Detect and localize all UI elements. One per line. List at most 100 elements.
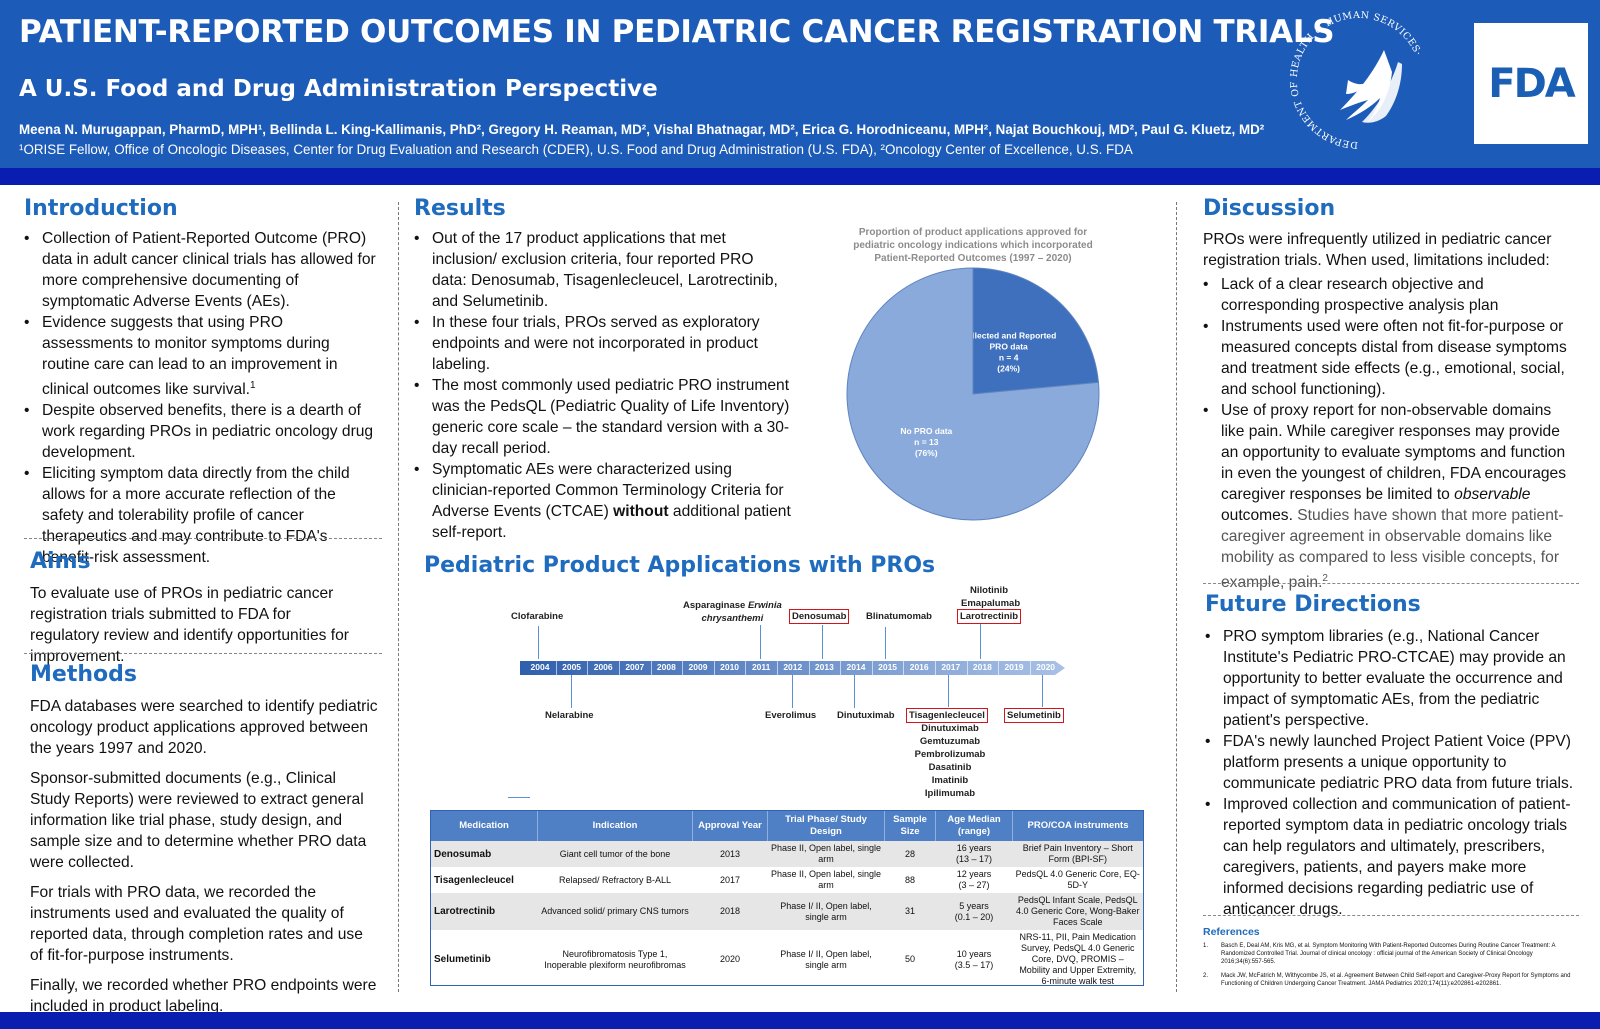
table-cell: 16 years (13 – 17) bbox=[935, 841, 1013, 867]
timeline-year: 2020 bbox=[1036, 662, 1056, 672]
table-cell: 2020 bbox=[719, 954, 741, 964]
timeline-year: 2009 bbox=[688, 662, 708, 672]
connector-larotrectinib bbox=[980, 624, 981, 659]
table-cell: Denosumab bbox=[431, 841, 538, 867]
table-cell: 2013 bbox=[692, 841, 768, 867]
methods-paragraph: Finally, we recorded whether PRO endpoin… bbox=[30, 977, 377, 1015]
connector-everolimus bbox=[792, 675, 793, 708]
timeline-year: 2005 bbox=[562, 662, 582, 672]
timeline-year: 2018 bbox=[972, 662, 992, 672]
timeline-year-divider bbox=[682, 661, 684, 675]
table-cell: Giant cell tumor of the bone bbox=[537, 841, 693, 867]
table-cell: NRS-11, PII, Pain Medication Survey, Ped… bbox=[1019, 932, 1137, 986]
intro-bullet: Eliciting symptom data directly from the… bbox=[24, 463, 376, 568]
connector-asparaginase bbox=[760, 625, 761, 659]
pie-slice bbox=[846, 267, 1100, 521]
introduction-heading: Introduction bbox=[24, 196, 178, 221]
timeline-year: 2006 bbox=[593, 662, 613, 672]
divider bbox=[24, 653, 382, 654]
timeline-year: 2007 bbox=[625, 662, 645, 672]
column-divider bbox=[1176, 202, 1177, 992]
methods-paragraph: Sponsor-submitted documents (e.g., Clini… bbox=[30, 770, 367, 871]
footer-band bbox=[0, 1012, 1600, 1029]
timeline-year-divider bbox=[808, 661, 810, 675]
table-cell: Relapsed/ Refractory B-ALL bbox=[558, 874, 672, 885]
aims-heading: Aims bbox=[30, 549, 91, 574]
table-row: Larotrectinib Advanced solid/ primary CN… bbox=[431, 893, 1143, 930]
table-cell: Neurofibromatosis Type 1, Inoperable ple… bbox=[544, 948, 686, 970]
table-header-cell: Age Median (range) bbox=[935, 811, 1013, 841]
timeline-year: 2014 bbox=[846, 662, 866, 672]
timeline-year-divider bbox=[840, 661, 842, 675]
timeline-year-divider bbox=[871, 661, 873, 675]
results-bullet: Symptomatic AEs were characterized using… bbox=[414, 459, 792, 543]
divider bbox=[1203, 583, 1579, 584]
decorative-line bbox=[508, 797, 530, 798]
table-cell: Phase II, Open label, single arm bbox=[770, 869, 882, 890]
future-bullet: FDA's newly launched Project Patient Voi… bbox=[1205, 731, 1575, 794]
discussion-bullet: Instruments used were often not fit-for-… bbox=[1203, 316, 1575, 400]
table-cell: 10 years (3.5 – 17) bbox=[954, 948, 994, 970]
timeline-year-divider bbox=[650, 661, 652, 675]
table-header-cell: Trial Phase/ Study Design bbox=[767, 811, 885, 841]
timeline-year-divider bbox=[587, 661, 589, 675]
table-cell: 2017 bbox=[719, 874, 741, 885]
affiliations: ¹ORISE Fellow, Office of Oncologic Disea… bbox=[19, 142, 1133, 157]
pie-slice-label: Collected and Reported PRO data n = 4 (24%) bbox=[961, 330, 1056, 373]
timeline-label-blinatumomab: Blinatumomab bbox=[866, 611, 932, 622]
timeline-year-divider bbox=[1029, 661, 1031, 675]
header-band bbox=[0, 168, 1600, 185]
timeline-label-2017-group: Dinutuximab Gemtuzumab Pembrolizumab Das… bbox=[914, 723, 986, 799]
timeline-year: 2004 bbox=[530, 662, 550, 672]
table-cell: Phase I/ II, Open label, single arm bbox=[780, 948, 872, 970]
timeline-year-divider bbox=[935, 661, 936, 675]
column-divider bbox=[398, 202, 399, 992]
results-bullet: Out of the 17 product applications that … bbox=[414, 228, 792, 312]
timeline-label-larotrectinib: Larotrectinib bbox=[957, 609, 1022, 624]
timeline-year: 2016 bbox=[909, 662, 929, 672]
table-cell: 5 years (0.1 – 20) bbox=[935, 893, 1013, 930]
timeline-label-clofarabine: Clofarabine bbox=[511, 611, 564, 622]
fda-logo-text: FDA bbox=[1488, 60, 1575, 107]
table-cell: PedsQL 4.0 Generic Core, EQ-5D-Y bbox=[1015, 869, 1140, 890]
methods-paragraph: FDA databases were searched to identify … bbox=[30, 698, 378, 757]
table-row: Tisagenlecleucel Relapsed/ Refractory B-… bbox=[431, 867, 1143, 893]
poster-header: PATIENT-REPORTED OUTCOMES IN PEDIATRIC C… bbox=[0, 0, 1600, 168]
references-list: 1. Basch E, Deal AM, Kris MG, et al. Symp… bbox=[1203, 942, 1571, 994]
connector-tisagenlecleucel bbox=[948, 675, 949, 707]
discussion-heading: Discussion bbox=[1203, 196, 1336, 221]
table-cell: 31 bbox=[884, 893, 936, 930]
future-bullet: PRO symptom libraries (e.g., National Ca… bbox=[1205, 626, 1575, 731]
pie-chart: Collected and Reported PRO data n = 4 (24%)… bbox=[846, 267, 1100, 521]
results-bullet: The most commonly used pediatric PRO ins… bbox=[414, 375, 792, 459]
timeline-year: 2011 bbox=[751, 662, 771, 672]
fda-logo: FDA bbox=[1474, 23, 1588, 144]
connector-dinutuximab bbox=[854, 675, 855, 708]
timeline-label-selumetinib: Selumetinib bbox=[1004, 708, 1064, 723]
results-bullet: In these four trials, PROs served as exp… bbox=[414, 312, 792, 375]
table-cell: Larotrectinib bbox=[431, 893, 538, 930]
table-row: Denosumab Giant cell tumor of the bone 2… bbox=[431, 841, 1143, 867]
author-list: Meena N. Murugappan, PharmD, MPH¹, Belli… bbox=[19, 122, 1265, 137]
timeline-year: 2012 bbox=[783, 662, 803, 672]
timeline-year-divider bbox=[966, 661, 968, 675]
timeline-year: 2019 bbox=[1004, 662, 1024, 672]
table-cell: 2018 bbox=[692, 893, 768, 930]
methods-paragraph: For trials with PRO data, we recorded th… bbox=[30, 884, 363, 964]
references-heading: References bbox=[1203, 926, 1260, 938]
connector-clofarabine bbox=[538, 626, 539, 659]
future-bullet: Improved collection and communication of… bbox=[1205, 794, 1575, 920]
timeline-year-divider bbox=[619, 661, 620, 675]
timeline-year: 2017 bbox=[941, 662, 961, 672]
table-header-cell: PRO/COA instruments bbox=[1012, 811, 1143, 841]
timeline-label-asparaginase: Asparaginase Erwinia chrysanthemi bbox=[683, 600, 782, 624]
seal-text: DEPARTMENT OF HEALTH & HUMAN SERVICES·US… bbox=[1288, 10, 1423, 150]
timeline-label-nilotinib: Nilotinib bbox=[970, 585, 1008, 596]
divider bbox=[24, 538, 382, 539]
divider bbox=[1203, 915, 1579, 916]
timeline-arrow bbox=[520, 661, 1065, 675]
table-row: Selumetinib Neurofibromatosis Type 1, In… bbox=[431, 930, 1143, 989]
connector-selumetinib bbox=[1042, 675, 1043, 707]
timeline-year-divider bbox=[745, 661, 747, 675]
discussion-body: PROs were infrequently utilized in pedia… bbox=[1203, 229, 1575, 593]
